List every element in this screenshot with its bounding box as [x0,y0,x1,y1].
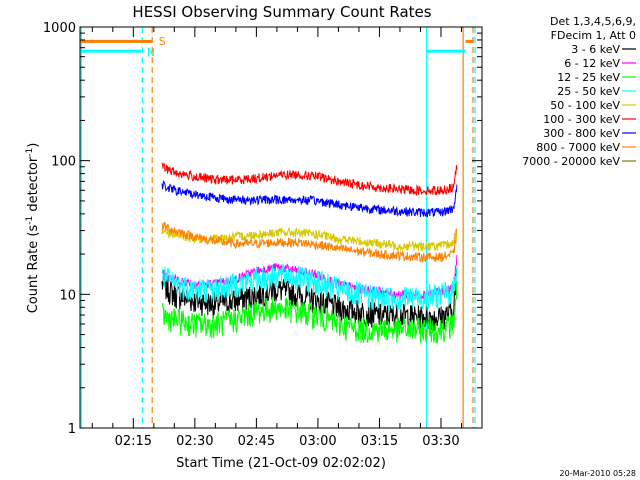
legend-entry-label: 300 - 800 keV [543,127,620,140]
legend-entry-label: 100 - 300 keV [543,113,620,126]
x-tick-label: 02:45 [238,434,275,449]
x-tick-label: 03:15 [361,434,398,449]
series-line [161,222,458,263]
legend-entry-label: 25 - 50 keV [557,85,620,98]
legend-entry-label: 50 - 100 keV [550,99,620,112]
y-tick-label: 100 [51,155,76,170]
legend-entry-label: 12 - 25 keV [557,71,620,84]
series-line [161,280,458,344]
legend-header-line-1: Det 1,3,4,5,6,9, [550,15,636,28]
legend: Det 1,3,4,5,6,9, FDecim 1, Att 0 3 - 6 k… [522,15,636,168]
legend-entry-label: 3 - 6 keV [571,43,620,56]
legend-entry-label: 6 - 12 keV [564,57,620,70]
y-tick-label: 1000 [43,21,76,36]
x-tick-label: 02:30 [176,434,213,449]
legend-header-line-2: FDecim 1, Att 0 [551,29,636,42]
x-axis-label: Start Time (21-Oct-09 02:02:02) [176,456,386,471]
y-tick-label: 10 [59,288,76,303]
series-line [161,268,458,332]
chart-title: HESSI Observing Summary Count Rates [132,3,431,21]
x-tick-label: 03:00 [299,434,336,449]
marker-annotation: S [159,35,166,48]
legend-entry-label: 7000 - 20000 keV [522,155,620,168]
x-tick-label: 03:30 [422,434,459,449]
marker-annotation: N [147,46,155,59]
y-tick-label: 1 [68,422,76,437]
plot-frame [79,26,483,429]
legend-entry-label: 800 - 7000 keV [536,141,620,154]
series-line [161,162,458,197]
x-tick-label: 02:15 [115,434,152,449]
footer-timestamp: 20-Mar-2010 05:28 [560,469,637,478]
series-line [161,263,458,312]
series-line [161,180,458,218]
y-axis-label: Count Rate (s-1 detector-1) [25,143,41,314]
